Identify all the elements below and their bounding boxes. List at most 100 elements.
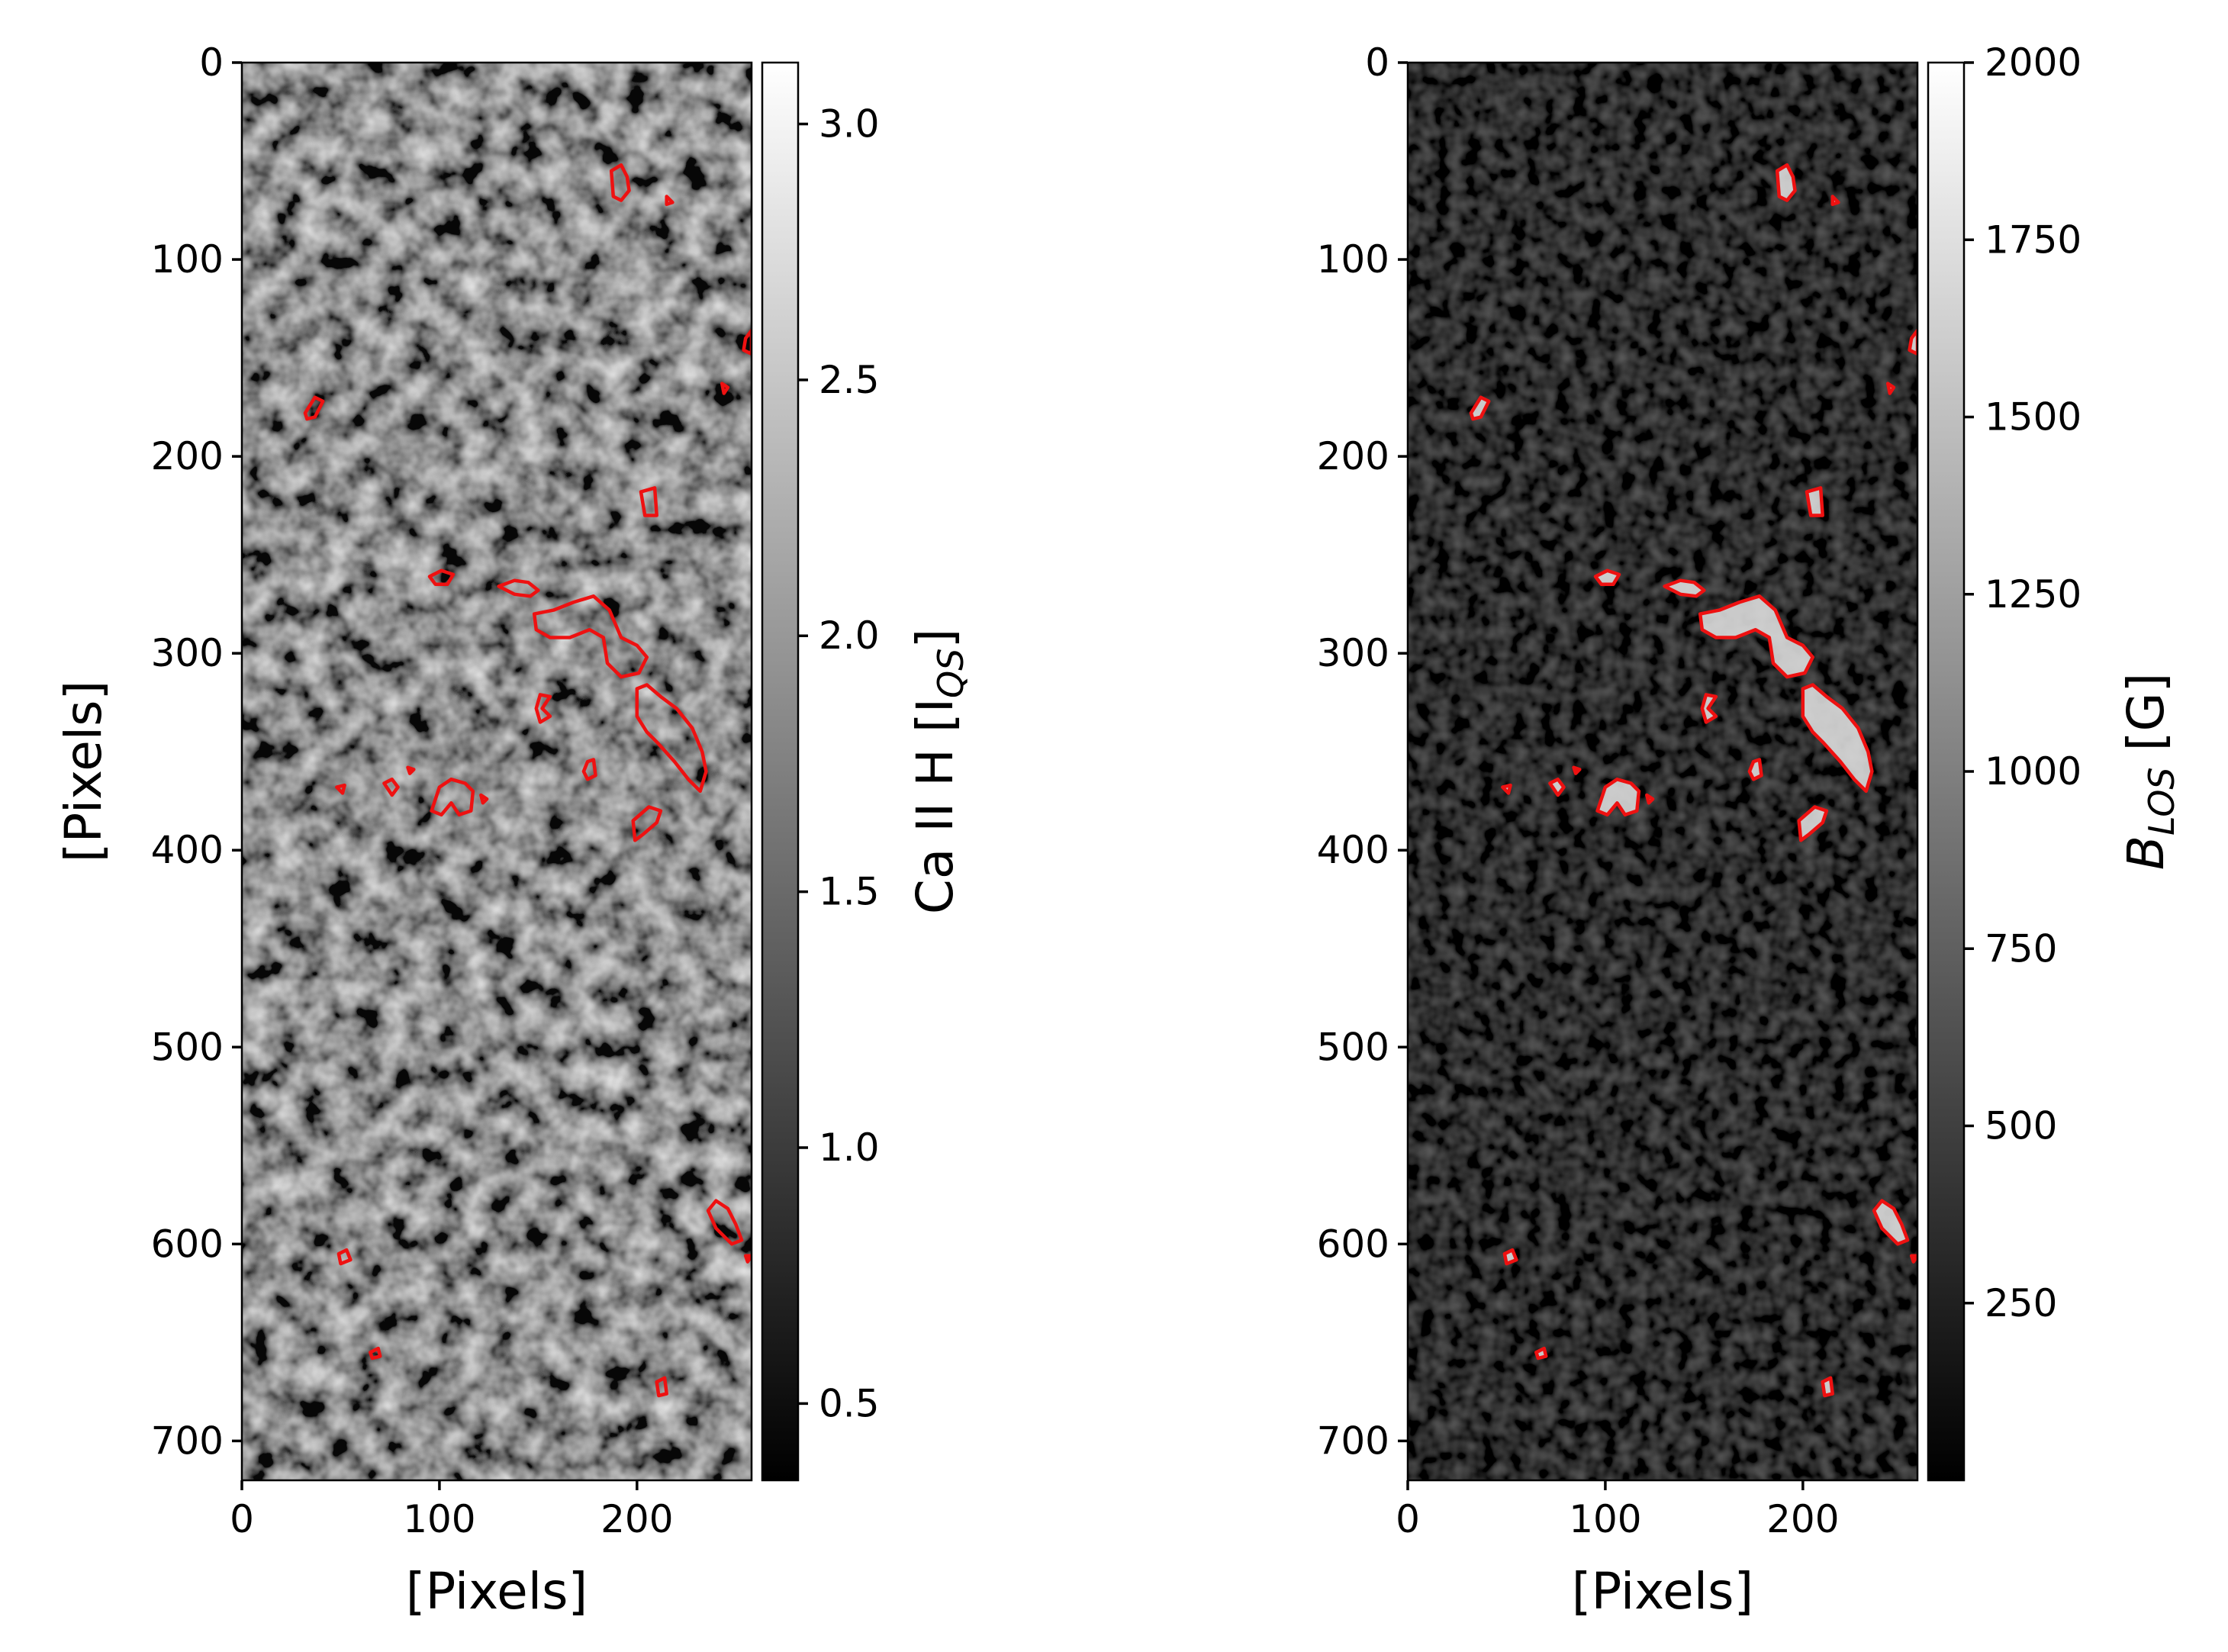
contour-line — [1775, 163, 1797, 202]
y-tick-label: 400 — [1317, 828, 1389, 872]
y-tick-label: 300 — [151, 631, 224, 675]
y-tick-label: 700 — [151, 1419, 224, 1463]
colorbar-tick-label: 2.0 — [819, 613, 880, 658]
y-tick-label: 300 — [1317, 631, 1389, 675]
y-tick-label: 600 — [1317, 1222, 1389, 1266]
left-heatmap — [242, 63, 752, 1480]
contour-line — [497, 578, 540, 598]
colorbar-tick-label: 1.0 — [819, 1125, 880, 1170]
y-tick-label: 100 — [1317, 237, 1389, 282]
contour-line — [720, 382, 730, 395]
magnetic-patch — [1802, 684, 1872, 791]
left-y-ticks: 0 100 200 300 400 500 600 700 — [151, 40, 242, 1463]
y-tick-label: 600 — [151, 1222, 224, 1266]
right-contour-group — [1469, 163, 1917, 1398]
contour-line — [1747, 758, 1763, 781]
left-y-axis-label: [Pixels] — [54, 681, 113, 863]
contour-line — [1909, 1254, 1917, 1264]
contour-line — [1572, 765, 1582, 775]
right-colorbar-label: BLOS [G] — [2117, 673, 2182, 871]
right-colorbar-ticks: 250 500 750 1000 1250 1500 1750 2000 — [1964, 40, 2082, 1325]
contour-line — [1593, 568, 1621, 587]
right-colorbar-gradient — [1928, 63, 1964, 1480]
left-colorbar-label: Ca II H [IQS] — [906, 629, 971, 914]
x-tick-label: 0 — [1396, 1497, 1420, 1541]
x-tick-label: 200 — [1766, 1497, 1839, 1541]
y-tick-label: 200 — [1317, 434, 1389, 478]
right-x-axis-label: [Pixels] — [1572, 1562, 1754, 1621]
contour-line — [1501, 783, 1512, 795]
contour-line — [406, 765, 416, 775]
magnetic-patch — [1470, 397, 1489, 420]
contour-line — [1534, 1346, 1548, 1361]
contour-line — [382, 778, 400, 797]
y-tick-label: 0 — [199, 40, 224, 85]
left-axes-frame — [240, 61, 753, 1482]
contour-line — [1801, 683, 1874, 794]
right-colorbar-label-main: B — [2117, 836, 2175, 870]
contour-line — [742, 328, 752, 356]
contour-line — [1663, 578, 1706, 598]
contour-line — [427, 568, 456, 587]
x-tick-label: 100 — [403, 1497, 475, 1541]
x-tick-label: 200 — [600, 1497, 673, 1541]
left-x-axis-label: [Pixels] — [406, 1562, 588, 1621]
colorbar-tick-label: 1000 — [1985, 749, 2082, 794]
colorbar-tick-label: 750 — [1985, 926, 2057, 971]
left-colorbar-ticks: 0.5 1.0 1.5 2.0 2.5 3.0 — [798, 101, 880, 1425]
contour-line — [581, 758, 597, 781]
contour-line — [336, 1248, 353, 1266]
magnetic-patch — [1597, 779, 1639, 815]
contour-line — [639, 486, 658, 517]
contour-line — [430, 778, 475, 817]
right-x-ticks: 0 100 200 — [1396, 1480, 1840, 1541]
y-tick-label: 200 — [151, 434, 224, 478]
magnetic-patch — [1874, 1200, 1908, 1245]
y-tick-label: 400 — [151, 828, 224, 872]
right-colorbar-label-sub: LOS — [2141, 767, 2182, 836]
x-tick-label: 100 — [1569, 1497, 1641, 1541]
left-contour-group — [303, 163, 752, 1398]
contour-line — [743, 1254, 752, 1264]
contour-line — [303, 395, 325, 421]
right-colorbar: 250 500 750 1000 1250 1500 1750 2000 BLOS [G] — [1927, 40, 2182, 1482]
left-colorbar: 0.5 1.0 1.5 2.0 2.5 3.0 Ca II H [IQS] — [761, 61, 971, 1482]
y-tick-label: 0 — [1365, 40, 1389, 85]
colorbar-tick-label: 250 — [1985, 1281, 2057, 1325]
contour-line — [1698, 594, 1815, 679]
colorbar-tick-label: 1750 — [1985, 217, 2082, 262]
magnetic-patch — [1700, 596, 1813, 678]
contour-line — [1805, 486, 1824, 517]
contour-line — [1645, 793, 1655, 805]
left-colorbar-label-end: ] — [906, 629, 964, 649]
colorbar-tick-label: 0.5 — [819, 1381, 880, 1425]
colorbar-tick-label: 1250 — [1985, 572, 2082, 617]
contour-line — [1548, 778, 1566, 797]
colorbar-tick-label: 500 — [1985, 1104, 2057, 1148]
x-tick-label: 0 — [230, 1497, 254, 1541]
left-x-ticks: 0 100 200 — [230, 1480, 674, 1541]
contour-line — [335, 783, 346, 795]
contour-line — [1797, 805, 1829, 842]
y-tick-label: 700 — [1317, 1419, 1389, 1463]
y-tick-label: 500 — [1317, 1025, 1389, 1069]
contour-line — [1700, 693, 1718, 724]
contour-line — [1908, 328, 1917, 356]
contour-line — [706, 1199, 744, 1246]
contour-line — [609, 163, 631, 202]
right-axes-frame — [1406, 61, 1919, 1482]
left-colorbar-gradient — [762, 63, 798, 1480]
contour-line — [1830, 195, 1840, 207]
contour-line — [1469, 395, 1491, 421]
contour-line — [1872, 1199, 1910, 1246]
colorbar-tick-label: 2000 — [1985, 40, 2082, 85]
contour-line — [631, 805, 663, 842]
colorbar-tick-label: 1500 — [1985, 395, 2082, 440]
contour-line — [1821, 1376, 1834, 1398]
contour-line — [1885, 382, 1896, 395]
y-tick-label: 500 — [151, 1025, 224, 1069]
contour-line — [635, 683, 708, 794]
